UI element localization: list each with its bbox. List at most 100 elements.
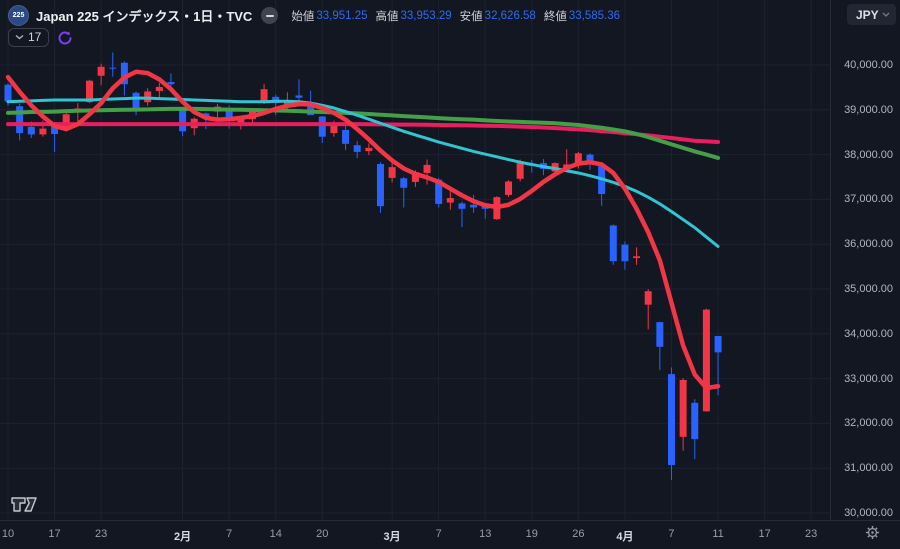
- ohlc-readout: 始値 33,951.25 高値 33,953.29 安値 32,626.58 終…: [291, 8, 620, 24]
- sync-refresh-icon[interactable]: [57, 30, 73, 46]
- price-tick-label: 33,000.00: [844, 372, 893, 385]
- legend-row-2: 17: [8, 28, 73, 47]
- price-tick-label: 34,000.00: [844, 327, 893, 340]
- time-tick-label: 26: [572, 528, 585, 540]
- candle[interactable]: [295, 79, 303, 104]
- time-tick-label: 2月: [174, 531, 192, 543]
- candle-body: [586, 154, 594, 164]
- candle[interactable]: [656, 321, 664, 371]
- price-tick-label: 38,000.00: [844, 148, 893, 161]
- candle[interactable]: [318, 116, 326, 143]
- candle-body: [609, 225, 617, 262]
- symbol-badge: 225: [8, 5, 29, 26]
- time-tick-label: 23: [805, 528, 818, 540]
- candle-body: [342, 129, 350, 144]
- candle-body: [85, 80, 93, 103]
- candle[interactable]: [505, 180, 513, 197]
- candle[interactable]: [679, 378, 687, 451]
- candle-body: [667, 374, 675, 466]
- candle-body: [237, 118, 245, 125]
- candle-body: [644, 291, 652, 305]
- candle-body: [97, 66, 105, 76]
- candle[interactable]: [644, 289, 652, 330]
- candle-body: [388, 167, 396, 178]
- minus-icon: [265, 14, 274, 17]
- candle-body: [400, 178, 408, 188]
- candle-body: [446, 198, 454, 203]
- candle-body: [109, 67, 117, 69]
- chevron-down-icon: [882, 12, 890, 17]
- candle[interactable]: [446, 189, 454, 210]
- candle-body: [16, 106, 24, 134]
- candle-body: [423, 164, 431, 173]
- price-tick-label: 37,000.00: [844, 193, 893, 206]
- candle[interactable]: [621, 241, 629, 270]
- candle[interactable]: [342, 125, 350, 151]
- legend-collapse-button[interactable]: [261, 7, 279, 24]
- candle[interactable]: [365, 143, 373, 156]
- candle-body: [4, 84, 12, 102]
- candle-body: [714, 335, 722, 353]
- chart-pane[interactable]: [0, 0, 830, 520]
- price-tick-label: 31,000.00: [844, 462, 893, 475]
- ma-mid-cyan: [6, 96, 720, 248]
- candle[interactable]: [190, 117, 198, 136]
- candle-body: [39, 128, 47, 135]
- candle-body: [574, 153, 582, 163]
- candle[interactable]: [376, 162, 384, 213]
- candle[interactable]: [97, 63, 105, 86]
- time-tick-label: 7: [226, 528, 233, 540]
- close-value: 終値 33,585.36: [543, 9, 621, 23]
- candle[interactable]: [667, 367, 675, 480]
- time-axis[interactable]: 10 17 23 2月 7 14 20 3月 7 13 19 26 4月 7 11 17 23: [0, 520, 900, 549]
- price-tick-label: 35,000.00: [844, 283, 893, 295]
- time-tick-label: 7: [668, 528, 675, 540]
- candle[interactable]: [388, 159, 396, 183]
- candle-body: [132, 92, 140, 109]
- time-tick-label: 14: [269, 528, 282, 540]
- candle-body: [318, 116, 326, 137]
- price-axis[interactable]: 40,000.00 39,000.00 38,000.00 37,000.00 36,0…: [830, 0, 900, 520]
- candle[interactable]: [16, 103, 24, 141]
- candle-body: [307, 102, 315, 116]
- candle-body: [633, 256, 641, 259]
- candle[interactable]: [633, 247, 641, 265]
- candle[interactable]: [691, 399, 699, 460]
- currency-dropdown[interactable]: JPY: [847, 4, 896, 25]
- candle[interactable]: [109, 52, 117, 77]
- candle[interactable]: [400, 177, 408, 208]
- time-tick-label: 17: [758, 528, 771, 540]
- time-tick-label: 7: [435, 528, 442, 540]
- symbol-title[interactable]: Japan 225 インデックス・1日・TVC: [36, 9, 253, 24]
- candle-body: [470, 204, 478, 208]
- candle-body: [62, 114, 70, 130]
- price-tick-label: 40,000.00: [844, 59, 893, 71]
- candle[interactable]: [423, 159, 431, 185]
- candle[interactable]: [470, 194, 478, 213]
- time-tick-label: 3月: [383, 531, 401, 543]
- time-tick-label: 17: [48, 528, 61, 540]
- tradingview-logo[interactable]: [10, 494, 38, 514]
- time-tick-label: 10: [1, 528, 15, 540]
- time-tick-label: 13: [479, 528, 492, 540]
- candle[interactable]: [702, 308, 710, 412]
- candle-body: [505, 181, 513, 195]
- candle-body: [330, 123, 338, 134]
- candle[interactable]: [307, 90, 315, 116]
- candle-body: [167, 82, 175, 85]
- time-tick-label: 23: [94, 528, 108, 540]
- time-tick-label: 4月: [616, 531, 634, 543]
- candle-body: [411, 172, 419, 182]
- candle-body: [702, 309, 710, 412]
- time-tick-label: 11: [712, 528, 724, 540]
- indicators-dropdown-button[interactable]: 17: [8, 28, 50, 47]
- chevron-down-icon: [15, 34, 24, 40]
- candle[interactable]: [609, 224, 617, 265]
- candle-body: [353, 145, 361, 152]
- candle[interactable]: [353, 141, 361, 159]
- axis-settings-gear-icon[interactable]: [865, 525, 880, 540]
- candle[interactable]: [458, 201, 466, 228]
- candle-body: [458, 203, 466, 209]
- candle[interactable]: [155, 82, 163, 100]
- candle-body: [691, 402, 699, 440]
